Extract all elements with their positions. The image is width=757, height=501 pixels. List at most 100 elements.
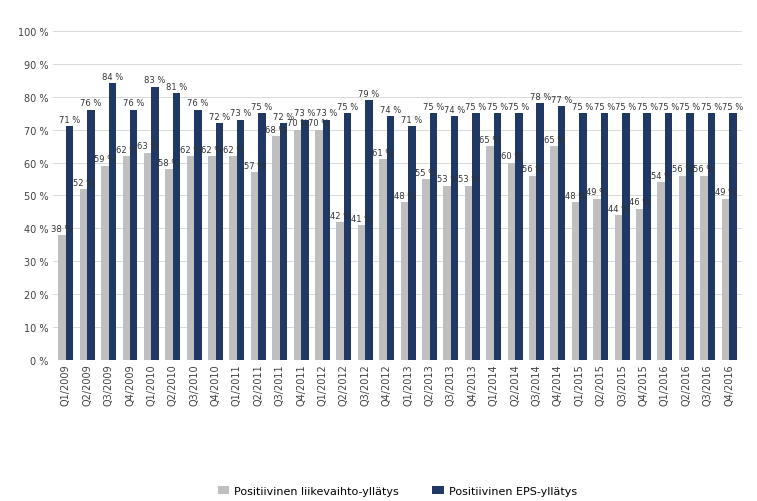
Text: 75 %: 75 % bbox=[337, 103, 358, 112]
Bar bbox=[229, 157, 237, 361]
Text: 42 %: 42 % bbox=[329, 211, 350, 220]
Bar bbox=[600, 114, 608, 361]
Bar bbox=[130, 111, 138, 361]
Text: 44 %: 44 % bbox=[608, 204, 629, 213]
Bar bbox=[344, 114, 351, 361]
Bar bbox=[679, 176, 687, 361]
Bar bbox=[593, 199, 600, 361]
Bar bbox=[237, 120, 245, 361]
Text: 75 %: 75 % bbox=[422, 103, 444, 112]
Text: 84 %: 84 % bbox=[101, 73, 123, 82]
Text: 74 %: 74 % bbox=[380, 106, 401, 115]
Text: 78 %: 78 % bbox=[530, 93, 551, 102]
Bar bbox=[151, 88, 159, 361]
Text: 75 %: 75 % bbox=[679, 103, 701, 112]
Bar bbox=[444, 186, 451, 361]
Bar bbox=[472, 114, 480, 361]
Text: 63 %: 63 % bbox=[137, 142, 158, 151]
Bar bbox=[79, 189, 87, 361]
Text: 49 %: 49 % bbox=[587, 188, 607, 197]
Text: 75 %: 75 % bbox=[637, 103, 658, 112]
Bar bbox=[366, 101, 372, 361]
Bar bbox=[529, 176, 537, 361]
Text: 54 %: 54 % bbox=[650, 172, 671, 181]
Text: 77 %: 77 % bbox=[551, 96, 572, 105]
Legend: Positiivinen liikevaihto-yllätys, Positiivinen EPS-yllätys: Positiivinen liikevaihto-yllätys, Positi… bbox=[213, 481, 581, 500]
Bar bbox=[643, 114, 651, 361]
Text: 81 %: 81 % bbox=[166, 83, 187, 92]
Bar bbox=[216, 124, 223, 361]
Text: 46 %: 46 % bbox=[629, 198, 650, 207]
Bar bbox=[665, 114, 672, 361]
Text: 75 %: 75 % bbox=[572, 103, 593, 112]
Bar bbox=[387, 117, 394, 361]
Text: 61 %: 61 % bbox=[372, 149, 394, 158]
Text: 71 %: 71 % bbox=[401, 116, 422, 125]
Text: 53 %: 53 % bbox=[458, 175, 479, 184]
Text: 55 %: 55 % bbox=[415, 168, 436, 177]
Text: 57 %: 57 % bbox=[244, 162, 265, 171]
Text: 70 %: 70 % bbox=[308, 119, 329, 128]
Text: 75 %: 75 % bbox=[722, 103, 743, 112]
Text: 41 %: 41 % bbox=[351, 214, 372, 223]
Text: 79 %: 79 % bbox=[359, 89, 380, 98]
Bar bbox=[144, 153, 151, 361]
Bar bbox=[486, 147, 494, 361]
Text: 52 %: 52 % bbox=[73, 178, 94, 187]
Text: 70 %: 70 % bbox=[287, 119, 308, 128]
Text: 73 %: 73 % bbox=[316, 109, 337, 118]
Bar bbox=[322, 120, 330, 361]
Text: 72 %: 72 % bbox=[209, 112, 230, 121]
Bar bbox=[657, 183, 665, 361]
Bar bbox=[615, 216, 622, 361]
Text: 56 %: 56 % bbox=[672, 165, 693, 174]
Bar bbox=[358, 226, 366, 361]
Bar bbox=[123, 157, 130, 361]
Bar bbox=[58, 235, 66, 361]
Text: 68 %: 68 % bbox=[266, 126, 287, 135]
Bar bbox=[515, 114, 522, 361]
Bar bbox=[572, 203, 579, 361]
Text: 83 %: 83 % bbox=[145, 76, 166, 85]
Bar bbox=[451, 117, 459, 361]
Text: 65 %: 65 % bbox=[544, 135, 565, 144]
Bar bbox=[708, 114, 715, 361]
Bar bbox=[294, 130, 301, 361]
Bar bbox=[558, 107, 565, 361]
Text: 75 %: 75 % bbox=[466, 103, 487, 112]
Bar bbox=[700, 176, 708, 361]
Bar bbox=[66, 127, 73, 361]
Bar bbox=[622, 114, 630, 361]
Bar bbox=[636, 209, 643, 361]
Bar bbox=[508, 163, 515, 361]
Text: 62 %: 62 % bbox=[201, 145, 223, 154]
Bar bbox=[729, 114, 737, 361]
Bar bbox=[273, 137, 280, 361]
Bar bbox=[379, 160, 387, 361]
Text: 71 %: 71 % bbox=[59, 116, 80, 125]
Bar bbox=[258, 114, 266, 361]
Bar bbox=[187, 157, 195, 361]
Bar bbox=[208, 157, 216, 361]
Text: 72 %: 72 % bbox=[273, 112, 294, 121]
Text: 38 %: 38 % bbox=[51, 224, 73, 233]
Text: 75 %: 75 % bbox=[658, 103, 679, 112]
Text: 60 %: 60 % bbox=[500, 152, 522, 161]
Bar bbox=[494, 114, 501, 361]
Bar bbox=[315, 130, 322, 361]
Bar bbox=[550, 147, 558, 361]
Text: 75 %: 75 % bbox=[701, 103, 722, 112]
Bar bbox=[422, 180, 429, 361]
Text: 75 %: 75 % bbox=[508, 103, 529, 112]
Text: 56 %: 56 % bbox=[522, 165, 544, 174]
Bar bbox=[280, 124, 287, 361]
Text: 56 %: 56 % bbox=[693, 165, 715, 174]
Bar bbox=[195, 111, 201, 361]
Text: 53 %: 53 % bbox=[437, 175, 458, 184]
Text: 65 %: 65 % bbox=[479, 135, 500, 144]
Text: 76 %: 76 % bbox=[123, 99, 145, 108]
Bar bbox=[87, 111, 95, 361]
Text: 76 %: 76 % bbox=[187, 99, 209, 108]
Bar bbox=[465, 186, 472, 361]
Bar bbox=[408, 127, 416, 361]
